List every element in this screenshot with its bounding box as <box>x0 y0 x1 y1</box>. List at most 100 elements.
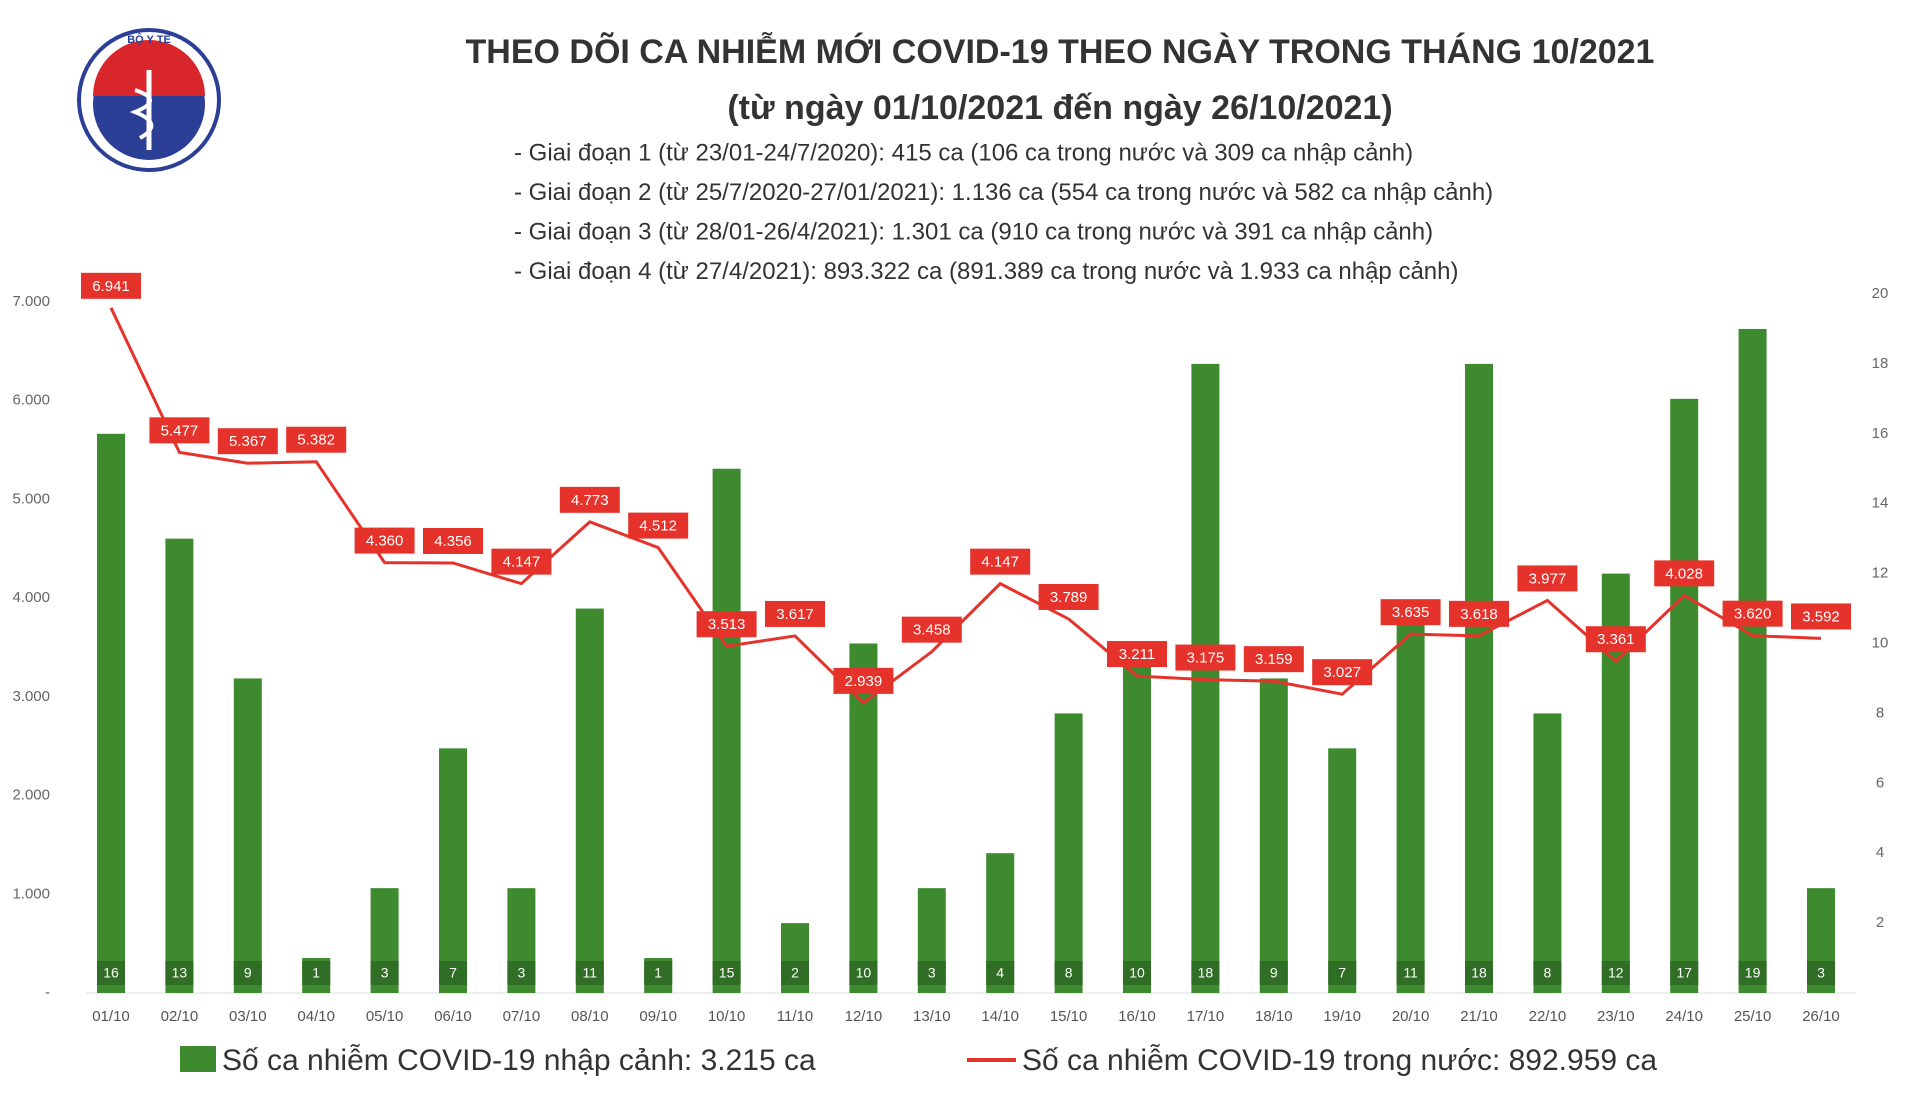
x-tick-label: 04/10 <box>297 1008 335 1025</box>
line-label: 3.211 <box>1119 646 1155 663</box>
x-tick-label: 26/10 <box>1802 1008 1840 1025</box>
line-label: 3.159 <box>1255 651 1293 668</box>
bar-label-box <box>575 961 604 985</box>
bar-label: 19 <box>1745 965 1761 981</box>
bar-label: 3 <box>1817 965 1825 981</box>
bar-label: 11 <box>583 965 598 981</box>
line-label: 4.356 <box>434 533 472 550</box>
bar <box>1328 748 1357 993</box>
line-label: 3.592 <box>1802 608 1840 625</box>
y-tick-label: 3.000 <box>12 688 50 705</box>
bar-label: 8 <box>1544 965 1552 981</box>
bar-label-box <box>1123 961 1151 985</box>
line-label-box <box>354 527 415 554</box>
x-tick-label: 15/10 <box>1050 1008 1088 1025</box>
bar-label: 15 <box>719 965 735 981</box>
line-label-box <box>970 548 1031 575</box>
x-tick-label: 09/10 <box>639 1008 677 1025</box>
bar-label: 9 <box>244 965 252 981</box>
y2-tick-label: 14 <box>1872 495 1889 512</box>
bar-label-box <box>165 961 194 985</box>
bar-label: 8 <box>1065 965 1073 981</box>
bar-label-box <box>849 961 878 985</box>
bar <box>1738 328 1767 993</box>
x-tick-label: 18/10 <box>1255 1008 1293 1025</box>
x-tick-label: 19/10 <box>1323 1008 1361 1025</box>
bar-label-box <box>1601 961 1630 985</box>
x-tick-label: 24/10 <box>1665 1008 1703 1025</box>
x-tick-label: 07/10 <box>503 1008 541 1025</box>
line-label: 5.367 <box>229 433 267 450</box>
bar-label-box <box>644 961 673 985</box>
line-label-box <box>217 428 278 455</box>
line-label-box <box>559 486 620 513</box>
line-label-box <box>423 528 483 555</box>
x-tick-label: 05/10 <box>366 1008 404 1025</box>
x-tick-label: 25/10 <box>1734 1008 1772 1025</box>
line-label: 2.939 <box>845 673 883 690</box>
line-label-box <box>1585 626 1646 653</box>
bar-label-box <box>712 961 741 985</box>
bar <box>1123 643 1151 993</box>
bar-label: 10 <box>856 965 872 981</box>
x-tick-label: 22/10 <box>1529 1008 1567 1025</box>
bar <box>1533 713 1562 993</box>
annotation: - Giai đoạn 3 (từ 28/01-26/4/2021): 1.30… <box>514 218 1433 245</box>
line-label: 4.773 <box>571 492 609 509</box>
y2-tick-label: 8 <box>1876 704 1884 721</box>
line-label-box <box>491 548 552 575</box>
logo: BỘ Y TẾ <box>77 28 221 172</box>
bar-label: 7 <box>1338 965 1346 981</box>
bar-label: 16 <box>103 965 119 981</box>
x-tick-label: 01/10 <box>92 1008 130 1025</box>
x-tick-label: 06/10 <box>434 1008 472 1025</box>
bar-label: 18 <box>1471 965 1487 981</box>
bar-label-box <box>507 961 536 985</box>
y-tick-label: 1.000 <box>12 885 50 902</box>
y2-tick-label: 6 <box>1876 774 1884 791</box>
x-tick-label: 17/10 <box>1187 1008 1225 1025</box>
bar-label: 1 <box>312 965 320 981</box>
legend-swatch <box>180 1046 216 1072</box>
bar-label: 4 <box>996 965 1004 981</box>
y2-tick-label: 10 <box>1872 634 1889 651</box>
bar-label: 12 <box>1608 965 1624 981</box>
x-tick-label: 21/10 <box>1460 1008 1498 1025</box>
legend-label: Số ca nhiễm COVID-19 nhập cảnh: 3.215 ca <box>222 1044 816 1077</box>
y2-tick-label: 18 <box>1872 355 1889 372</box>
bar-label: 2 <box>791 965 799 981</box>
bar-label-box <box>1191 961 1220 985</box>
bar <box>1259 678 1288 993</box>
bar-label: 3 <box>381 965 389 981</box>
x-tick-label: 02/10 <box>161 1008 199 1025</box>
bar-label: 10 <box>1129 965 1145 981</box>
line-label-box <box>765 600 825 627</box>
line-label: 3.458 <box>913 622 951 639</box>
bar-label-box <box>97 961 125 985</box>
x-tick-label: 10/10 <box>708 1008 746 1025</box>
annotation: - Giai đoạn 2 (từ 25/7/2020-27/01/2021):… <box>514 179 1493 206</box>
bar-label-box <box>1396 961 1425 985</box>
bar-label: 17 <box>1676 965 1692 981</box>
bar-label: 11 <box>1403 965 1418 981</box>
bar-label-box <box>1738 961 1767 985</box>
bar-label: 13 <box>172 965 188 981</box>
x-tick-label: 14/10 <box>981 1008 1019 1025</box>
bar-label-box <box>1328 961 1357 985</box>
bar-label: 9 <box>1270 965 1278 981</box>
line-label: 3.513 <box>708 616 746 633</box>
line-label: 5.382 <box>297 432 335 449</box>
line-label: 3.361 <box>1597 631 1635 648</box>
x-tick-label: 20/10 <box>1392 1008 1430 1025</box>
annotation: - Giai đoạn 1 (từ 23/01-24/7/2020): 415 … <box>514 139 1413 166</box>
line-label: 3.617 <box>776 606 814 623</box>
chart-title: THEO DÕI CA NHIỄM MỚI COVID-19 THEO NGÀY… <box>466 33 1655 71</box>
bar <box>712 468 741 993</box>
line-label-box <box>1722 600 1783 627</box>
line-label-box <box>1312 659 1373 686</box>
annotation: - Giai đoạn 4 (từ 27/4/2021): 893.322 ca… <box>514 258 1458 285</box>
line-label-box <box>901 616 962 643</box>
bar <box>97 433 125 993</box>
bar-label-box <box>1054 961 1083 985</box>
line-label-box <box>1654 560 1715 587</box>
